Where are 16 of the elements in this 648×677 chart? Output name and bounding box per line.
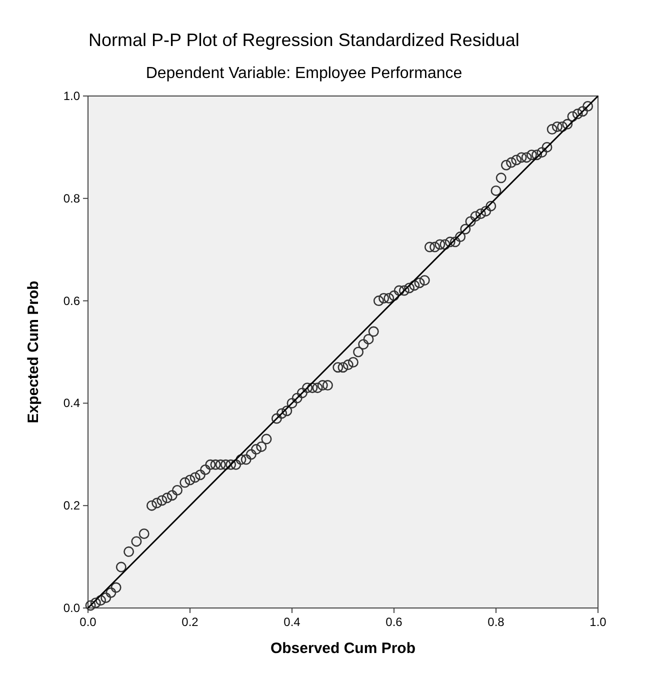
x-tick-label: 0.6 xyxy=(386,615,403,629)
chart-title: Normal P-P Plot of Regression Standardized Residual xyxy=(88,30,520,50)
x-axis-title: Observed Cum Prob xyxy=(270,640,416,657)
x-tick-label: 0.4 xyxy=(284,615,301,629)
x-tick-label: 0.2 xyxy=(182,615,199,629)
x-tick-label: 0.8 xyxy=(488,615,505,629)
y-tick-label: 1.0 xyxy=(63,89,80,103)
x-tick-label: 1.0 xyxy=(590,615,607,629)
x-tick-label: 0.0 xyxy=(80,615,97,629)
chart-subtitle: Dependent Variable: Employee Performance xyxy=(146,65,462,82)
y-tick-label: 0.8 xyxy=(63,191,80,206)
y-axis-title: Expected Cum Prob xyxy=(25,280,42,424)
y-tick-label: 0.0 xyxy=(63,601,80,615)
y-tick-label: 0.2 xyxy=(63,498,80,513)
y-tick-label: 0.4 xyxy=(63,396,80,410)
y-tick-label: 0.6 xyxy=(63,294,80,308)
